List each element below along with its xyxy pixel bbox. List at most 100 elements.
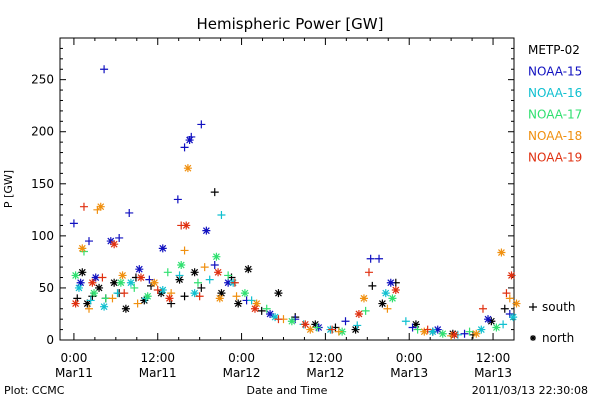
y-tick-label: 50 bbox=[39, 281, 54, 295]
x-tick-label-time: 12:00 bbox=[308, 351, 343, 365]
south-point bbox=[383, 304, 392, 313]
south-point bbox=[115, 233, 124, 242]
north-point bbox=[420, 327, 429, 336]
south-point bbox=[125, 208, 134, 217]
south-point bbox=[224, 271, 233, 280]
north-point bbox=[378, 299, 387, 308]
south-point bbox=[120, 289, 129, 298]
south-point bbox=[200, 263, 209, 272]
north-point bbox=[183, 164, 192, 173]
north-point bbox=[301, 320, 310, 329]
north-point bbox=[217, 289, 226, 298]
legend-entry: NOAA-16 bbox=[528, 86, 582, 100]
north-point bbox=[78, 268, 87, 277]
north-point bbox=[386, 278, 395, 287]
south-point bbox=[197, 283, 206, 292]
north-point bbox=[88, 278, 97, 287]
south-point bbox=[499, 320, 508, 329]
south-point bbox=[210, 261, 219, 270]
north-point bbox=[91, 273, 100, 282]
north-point bbox=[95, 283, 104, 292]
marker-key-symbol bbox=[529, 303, 537, 311]
north-point bbox=[252, 299, 261, 308]
x-tick-label-date: Mar11 bbox=[55, 366, 93, 380]
series-noaa-19 bbox=[71, 202, 516, 339]
north-point bbox=[492, 323, 501, 332]
south-point bbox=[478, 304, 487, 313]
north-point bbox=[512, 299, 521, 308]
south-point bbox=[401, 317, 410, 326]
north-point bbox=[472, 329, 481, 338]
north-point bbox=[110, 240, 119, 249]
north-point bbox=[240, 289, 249, 298]
south-point bbox=[180, 246, 189, 255]
legend: METP-02 NOAA-15 NOAA-16 NOAA-17 NOAA-18 NOAA-… bbox=[528, 43, 582, 165]
x-tick-label-time: 0:00 bbox=[396, 351, 423, 365]
data-points bbox=[69, 65, 521, 340]
x-axis: 0:00Mar1112:00Mar110:00Mar1212:00Mar120:… bbox=[55, 38, 515, 380]
south-point bbox=[341, 317, 350, 326]
north-point bbox=[450, 330, 459, 339]
north-point bbox=[487, 317, 496, 326]
north-point bbox=[224, 278, 233, 287]
south-point bbox=[173, 195, 182, 204]
marker-key-label: north bbox=[542, 331, 574, 345]
north-point bbox=[121, 304, 130, 313]
south-point bbox=[353, 321, 362, 330]
south-point bbox=[423, 325, 432, 334]
south-point bbox=[86, 296, 95, 305]
y-tick-label: 150 bbox=[31, 177, 54, 191]
y-tick-label: 100 bbox=[31, 229, 54, 243]
x-tick-label-time: 0:00 bbox=[228, 351, 255, 365]
north-point bbox=[158, 244, 167, 253]
south-point bbox=[408, 323, 417, 332]
x-tick-label-date: Mar13 bbox=[474, 366, 512, 380]
south-point bbox=[85, 304, 94, 313]
north-point bbox=[271, 313, 280, 322]
north-point bbox=[212, 252, 221, 261]
south-point bbox=[502, 289, 511, 298]
south-point bbox=[205, 275, 214, 284]
marker-key: south north bbox=[529, 300, 576, 345]
north-point bbox=[74, 283, 83, 292]
x-tick-label-date: Mar12 bbox=[306, 366, 344, 380]
north-point bbox=[306, 325, 315, 334]
y-tick-label: 200 bbox=[31, 125, 54, 139]
y-tick-label: 250 bbox=[31, 73, 54, 87]
x-tick-label-date: Mar11 bbox=[139, 366, 177, 380]
series-metp-02 bbox=[73, 188, 509, 339]
y-axis: 0 50 100 150 200 250 bbox=[31, 47, 514, 347]
north-point bbox=[126, 278, 135, 287]
south-point bbox=[230, 278, 239, 287]
north-point bbox=[182, 221, 191, 230]
north-point bbox=[215, 294, 224, 303]
north-point bbox=[477, 325, 486, 334]
south-point bbox=[100, 65, 109, 74]
x-tick-label-time: 0:00 bbox=[60, 351, 87, 365]
north-point bbox=[185, 136, 194, 145]
south-point bbox=[193, 278, 202, 287]
north-point bbox=[143, 292, 152, 301]
south-point bbox=[210, 188, 219, 197]
south-point bbox=[85, 237, 94, 246]
north-point bbox=[509, 313, 518, 322]
south-point bbox=[313, 323, 322, 332]
north-point bbox=[266, 309, 275, 318]
north-point bbox=[274, 289, 283, 298]
y-tick-label: 0 bbox=[46, 333, 54, 347]
north-point bbox=[497, 248, 506, 257]
north-point bbox=[351, 325, 360, 334]
south-point bbox=[364, 268, 373, 277]
legend-entry: NOAA-18 bbox=[528, 129, 582, 143]
south-point bbox=[180, 292, 189, 301]
south-point bbox=[274, 315, 283, 324]
south-point bbox=[113, 289, 122, 298]
south-point bbox=[130, 283, 139, 292]
south-point bbox=[195, 292, 204, 301]
north-point bbox=[388, 294, 397, 303]
south-point bbox=[187, 132, 196, 141]
south-point bbox=[167, 289, 176, 298]
north-point bbox=[438, 329, 447, 338]
north-point bbox=[150, 278, 159, 287]
south-point bbox=[175, 271, 184, 280]
